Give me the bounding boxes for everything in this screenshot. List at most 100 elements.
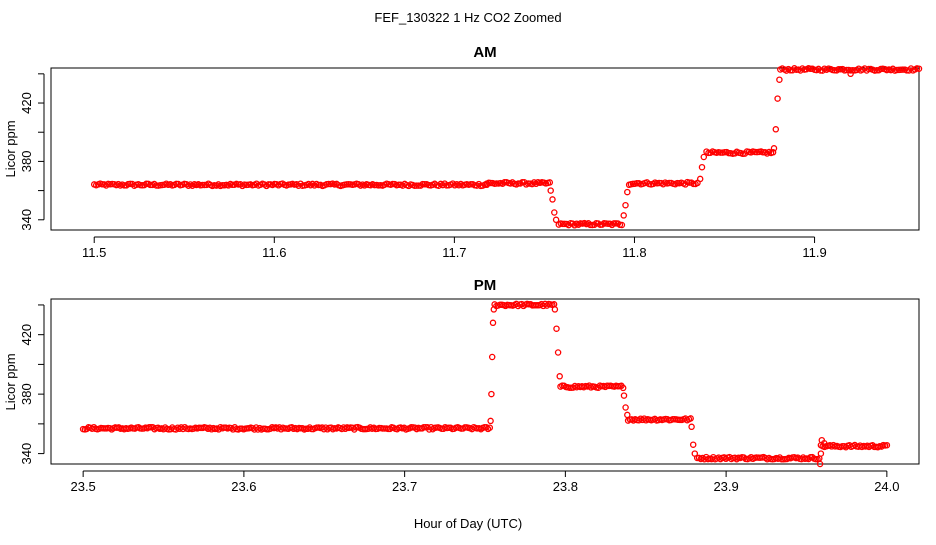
am-data-point [624, 188, 631, 196]
am-data-point [843, 66, 850, 74]
pm-data-point [488, 353, 496, 361]
am-data-point [865, 65, 873, 73]
am-data-point [415, 182, 422, 189]
pm-data-point [624, 411, 631, 419]
am-y-tick-label: 380 [19, 151, 34, 173]
pm-data-point [172, 426, 180, 433]
pm-y-tick-label: 340 [19, 443, 34, 465]
am-data-point [421, 181, 428, 188]
pm-data-point [619, 384, 627, 392]
am-axes: 11.5 11.6 11.7 11.8 11.9 340 380 420 [19, 73, 827, 260]
am-data-point [698, 163, 706, 171]
am-data-point [633, 180, 641, 187]
x-axis-label: Hour of Day (UTC) [414, 516, 522, 531]
am-data-point [807, 65, 814, 73]
am-data-point [467, 181, 475, 188]
pm-data-point [620, 392, 628, 399]
am-data-point [655, 179, 663, 187]
am-data-point [696, 175, 704, 183]
am-data-point [265, 181, 272, 188]
am-data-point [847, 70, 854, 78]
am-data-point [551, 209, 558, 216]
pm-points [79, 300, 891, 468]
am-data-point [759, 149, 767, 156]
pm-x-tick-label: 23.5 [70, 479, 95, 494]
am-data-point [769, 149, 777, 156]
panel-am: AM Licor ppm 11.5 11.6 11.7 11.8 11.9 340 380 4… [3, 44, 923, 260]
am-data-point [618, 221, 626, 229]
am-data-point [515, 180, 522, 187]
am-data-point [776, 76, 783, 83]
am-data-point [610, 220, 618, 227]
pm-x-tick-label: 24.0 [874, 479, 899, 494]
pm-data-point [691, 450, 699, 457]
pm-y-axis-label: Licor ppm [3, 353, 18, 410]
pm-data-point [488, 390, 495, 398]
am-y-axis-label: Licor ppm [3, 120, 18, 177]
pm-data-point [487, 417, 494, 425]
am-data-point [121, 182, 128, 189]
pm-y-tick-label: 380 [19, 383, 34, 405]
am-data-point [625, 181, 633, 189]
pm-y-tick-label: 420 [19, 324, 34, 346]
pm-plot-box [50, 298, 920, 465]
pm-data-point [688, 423, 695, 431]
pm-axes: 23.5 23.6 23.7 23.8 23.9 24.0 340 380 420 [19, 304, 900, 494]
panel-pm: PM Licor ppm 23.5 23.6 23.7 23.8 23.9 24.0 340… [3, 277, 920, 494]
am-data-point [549, 196, 556, 203]
am-points [90, 65, 923, 229]
am-data-point [665, 179, 673, 187]
pm-data-point [820, 439, 828, 447]
am-data-point [622, 201, 629, 209]
pm-data-point [554, 349, 562, 356]
am-data-point [413, 182, 420, 189]
am-data-point [700, 153, 708, 161]
am-data-point [717, 149, 724, 156]
am-panel-title: AM [473, 44, 496, 61]
am-plot-box [50, 67, 920, 231]
am-data-point [899, 66, 907, 73]
pm-data-point [490, 306, 498, 313]
am-data-point [772, 126, 780, 133]
am-x-tick-label: 11.5 [82, 245, 106, 260]
pm-data-point [883, 441, 891, 449]
am-data-point [774, 95, 781, 102]
pm-x-tick-label: 23.8 [553, 479, 578, 494]
am-data-point [915, 65, 923, 72]
pm-data-point [689, 441, 697, 448]
am-data-point [770, 145, 778, 152]
pm-data-point [556, 373, 563, 380]
am-x-tick-label: 11.9 [802, 245, 826, 260]
figure-title: FEF_130322 1 Hz CO2 Zoomed [374, 10, 561, 25]
pm-data-point [816, 460, 824, 468]
pm-x-tick-label: 23.6 [231, 479, 256, 494]
pm-data-point [551, 306, 559, 313]
pm-x-tick-label: 23.7 [392, 479, 417, 494]
am-data-point [546, 179, 554, 186]
am-data-point [686, 179, 693, 186]
am-data-point [620, 212, 627, 219]
pm-data-point [622, 404, 629, 411]
pm-data-point [817, 450, 825, 457]
am-x-tick-label: 11.7 [442, 245, 466, 260]
am-x-tick-label: 11.8 [622, 245, 646, 260]
pm-data-point [489, 319, 497, 327]
am-y-tick-label: 420 [19, 92, 34, 114]
pm-data-point [687, 415, 694, 422]
am-data-point [219, 182, 226, 189]
am-data-point [395, 181, 402, 189]
am-y-tick-label: 340 [19, 209, 34, 231]
am-data-point [501, 179, 508, 186]
am-data-point [147, 181, 154, 189]
pm-panel-title: PM [474, 277, 497, 294]
pm-data-point [483, 424, 490, 431]
am-data-point [493, 180, 500, 187]
am-data-point [547, 187, 554, 194]
am-data-point [199, 181, 206, 189]
pm-x-tick-label: 23.9 [713, 479, 738, 494]
am-x-tick-label: 11.6 [262, 245, 286, 260]
pm-data-point [553, 325, 560, 332]
pm-data-point [486, 424, 494, 431]
